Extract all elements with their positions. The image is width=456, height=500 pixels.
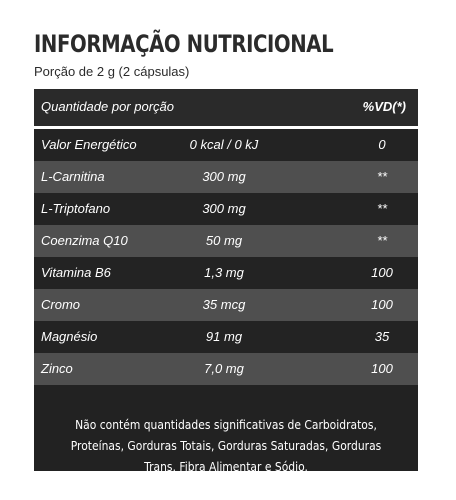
nutrient-amount: 91 mg bbox=[205, 329, 243, 344]
nutrient-amount: 7,0 mg bbox=[204, 361, 244, 376]
serving-size: Porção de 2 g (2 cápsulas) bbox=[34, 64, 190, 79]
nutrient-daily-value: 35 bbox=[374, 329, 390, 344]
nutrient-amount: 1,3 mg bbox=[204, 265, 244, 280]
table-row: Vitamina B6 1,3 mg 100 bbox=[34, 257, 418, 289]
nutrient-daily-value: ** bbox=[376, 201, 388, 216]
nutrient-name: L-Carnitina bbox=[41, 169, 105, 184]
nutrient-daily-value: 100 bbox=[371, 265, 393, 280]
table-header: Quantidade por porção %VD(*) bbox=[34, 89, 418, 129]
header-quantity: Quantidade por porção bbox=[41, 99, 174, 114]
table-row: Coenzima Q10 50 mg ** bbox=[34, 225, 418, 257]
table-footnote: Não contém quantidades significativas de… bbox=[34, 414, 418, 477]
nutrient-daily-value: ** bbox=[376, 233, 388, 248]
nutrition-label: INFORMAÇÃO NUTRICIONAL Porção de 2 g (2 … bbox=[24, 24, 432, 476]
nutrient-name: Magnésio bbox=[41, 329, 98, 344]
nutrient-amount: 50 mg bbox=[205, 233, 243, 248]
nutrient-amount: 35 mcg bbox=[202, 297, 246, 312]
table-row: Magnésio 91 mg 35 bbox=[34, 321, 418, 353]
table-row: Valor Energético 0 kcal / 0 kJ 0 bbox=[34, 129, 418, 161]
nutrient-name: L-Triptofano bbox=[41, 201, 111, 216]
nutrient-daily-value: ** bbox=[376, 169, 388, 184]
nutrient-amount: 300 mg bbox=[202, 201, 246, 216]
nutrient-name: Vitamina B6 bbox=[41, 265, 111, 280]
nutrient-daily-value: 100 bbox=[371, 361, 393, 376]
nutrient-name: Zinco bbox=[41, 361, 73, 376]
nutrient-name: Valor Energético bbox=[41, 137, 137, 152]
table-row: L-Carnitina 300 mg ** bbox=[34, 161, 418, 193]
table-row: Cromo 35 mcg 100 bbox=[34, 289, 418, 321]
footnote-line: Trans, Fibra Alimentar e Sódio. bbox=[144, 459, 308, 474]
nutrient-amount: 0 kcal / 0 kJ bbox=[189, 137, 259, 152]
nutrition-table: Quantidade por porção %VD(*) Valor Energ… bbox=[34, 89, 418, 474]
table-row: Zinco 7,0 mg 100 bbox=[34, 353, 418, 385]
nutrient-name: Coenzima Q10 bbox=[41, 233, 128, 248]
nutrient-amount: 300 mg bbox=[202, 169, 246, 184]
footnote-line: Proteínas, Gorduras Totais, Gorduras Sat… bbox=[70, 438, 382, 453]
nutrient-daily-value: 100 bbox=[371, 297, 393, 312]
table-row: L-Triptofano 300 mg ** bbox=[34, 193, 418, 225]
nutrient-daily-value: 0 bbox=[378, 137, 386, 152]
label-title: INFORMAÇÃO NUTRICIONAL bbox=[34, 30, 334, 58]
header-daily-value: %VD(*) bbox=[362, 99, 406, 114]
footnote-line: Não contém quantidades significativas de… bbox=[75, 417, 377, 432]
nutrient-name: Cromo bbox=[41, 297, 81, 312]
